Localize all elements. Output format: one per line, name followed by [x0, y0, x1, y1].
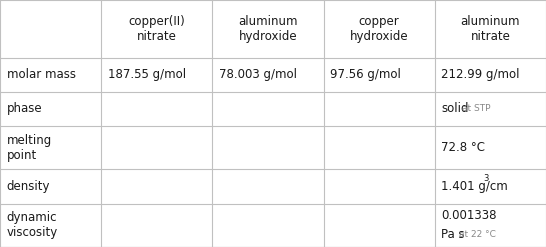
Text: copper(II)
nitrate: copper(II) nitrate [128, 15, 185, 43]
Text: Pa s: Pa s [441, 228, 465, 241]
Text: molar mass: molar mass [7, 68, 75, 81]
Text: dynamic
viscosity: dynamic viscosity [7, 211, 58, 239]
Text: 187.55 g/mol: 187.55 g/mol [108, 68, 186, 81]
Text: 78.003 g/mol: 78.003 g/mol [219, 68, 297, 81]
Text: 97.56 g/mol: 97.56 g/mol [330, 68, 401, 81]
Text: copper
hydroxide: copper hydroxide [350, 15, 408, 43]
Text: aluminum
hydroxide: aluminum hydroxide [238, 15, 298, 43]
Text: 0.001338: 0.001338 [441, 209, 497, 222]
Text: at STP: at STP [462, 104, 491, 113]
Text: 3: 3 [483, 174, 488, 184]
Text: density: density [7, 180, 50, 193]
Text: at 22 °C: at 22 °C [459, 230, 496, 239]
Text: 212.99 g/mol: 212.99 g/mol [441, 68, 520, 81]
Text: phase: phase [7, 102, 42, 115]
Text: aluminum
nitrate: aluminum nitrate [461, 15, 520, 43]
Text: melting
point: melting point [7, 134, 52, 162]
Text: 1.401 g/cm: 1.401 g/cm [441, 180, 508, 193]
Text: solid: solid [441, 102, 469, 115]
Text: 72.8 °C: 72.8 °C [441, 141, 485, 154]
